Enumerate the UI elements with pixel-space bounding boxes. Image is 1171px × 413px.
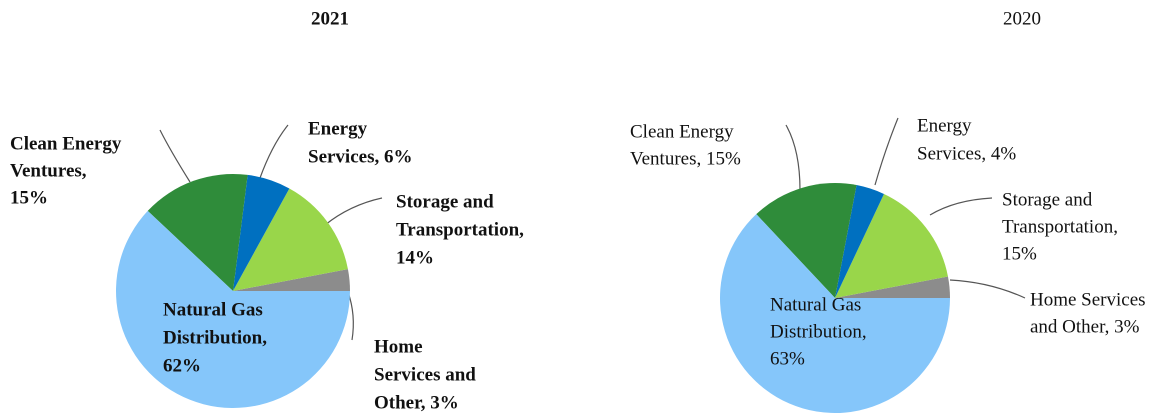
slice-label: Transportation, (1002, 216, 1118, 237)
leader-line (785, 124, 801, 191)
slice-label: Energy (308, 118, 368, 139)
leader-line (929, 197, 993, 216)
slice-label: Home Services (1030, 289, 1146, 310)
pie-slice (835, 276, 950, 298)
slice-label: Services, 6% (308, 146, 412, 167)
slice-label: Natural Gas (163, 299, 263, 320)
chart-title: 2020 (1003, 8, 1041, 29)
slice-label: Ventures, 15% (630, 148, 741, 169)
slice-label: Energy (917, 115, 972, 136)
slice-label: 15% (1002, 243, 1037, 264)
pie-slice (233, 188, 348, 291)
pie-slice (835, 193, 948, 298)
slice-label: 14% (396, 247, 434, 268)
slice-label: Home (374, 336, 423, 357)
slice-label: and Other, 3% (1030, 316, 1140, 337)
leader-line (259, 124, 289, 179)
pie-slice (233, 269, 350, 291)
slice-label: Clean Energy (630, 121, 734, 142)
slice-label: Distribution, (163, 327, 267, 348)
leader-line (324, 197, 383, 226)
slice-label: Other, 3% (374, 392, 459, 413)
slice-label: Natural Gas (770, 294, 861, 315)
slice-label: Distribution, (770, 321, 867, 342)
pie-slice (147, 174, 248, 291)
leader-line (159, 129, 191, 183)
pie-slice (116, 210, 351, 408)
leader-line (949, 279, 1026, 299)
leader-line (874, 117, 899, 186)
pie-slice (756, 183, 857, 298)
slice-label: Services and (374, 364, 476, 385)
slice-label: 62% (163, 355, 201, 376)
pie-slice (720, 214, 950, 413)
slice-label: 63% (770, 348, 805, 369)
slice-label: 15% (10, 187, 48, 208)
slice-label: Ventures, (10, 160, 87, 181)
pie-slice (233, 174, 290, 291)
slice-label: Transportation, (396, 219, 524, 240)
pie-slice (835, 185, 884, 298)
slice-label: Storage and (396, 191, 494, 212)
slice-label: Clean Energy (10, 133, 122, 154)
slice-label: Services, 4% (917, 143, 1016, 164)
chart-title: 2021 (311, 8, 349, 29)
slice-label: Storage and (1002, 189, 1093, 210)
